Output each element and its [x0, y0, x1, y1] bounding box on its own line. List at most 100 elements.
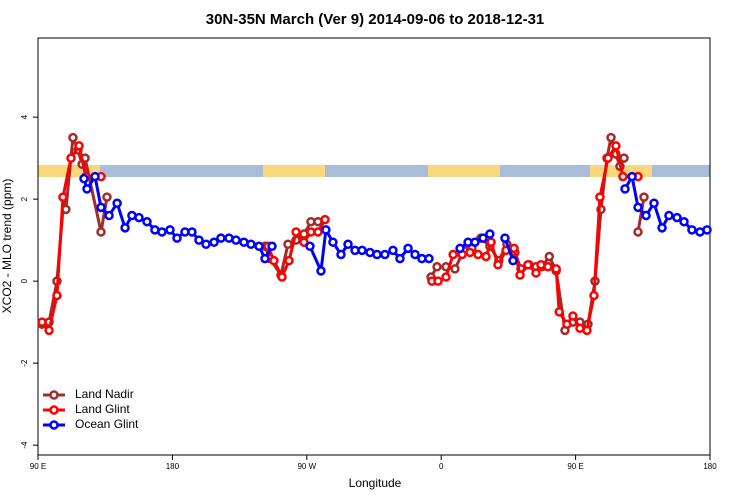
legend-label: Ocean Glint: [75, 417, 139, 431]
legend-marker: [49, 405, 59, 415]
y-tick-label: 2: [20, 196, 29, 201]
point: [657, 223, 667, 233]
point: [96, 202, 106, 213]
point: [254, 241, 264, 252]
point: [620, 184, 630, 194]
y-tick-label: -2: [20, 359, 29, 367]
land-band: [263, 165, 325, 177]
point: [633, 202, 643, 213]
point: [90, 171, 100, 182]
point: [380, 249, 390, 260]
point: [485, 229, 495, 239]
point: [299, 237, 309, 247]
point: [618, 171, 628, 182]
point: [336, 249, 346, 260]
y-tick-label: 4: [20, 114, 29, 119]
point: [246, 239, 256, 249]
point: [486, 237, 496, 247]
point: [611, 141, 621, 151]
ocean-band: [38, 165, 710, 177]
point: [74, 141, 84, 151]
x-axis-label: Longitude: [349, 476, 402, 490]
point: [372, 249, 382, 260]
point: [551, 264, 561, 274]
point: [672, 212, 682, 223]
point: [321, 225, 331, 235]
point: [589, 290, 599, 301]
point: [52, 290, 62, 301]
point: [649, 198, 659, 208]
point: [82, 184, 92, 194]
surface-band: [38, 165, 710, 177]
point: [702, 225, 712, 235]
point: [172, 233, 182, 243]
y-tick-label: 0: [20, 278, 29, 283]
point: [201, 239, 211, 249]
x-tick-label: 90 W: [297, 462, 316, 471]
point: [187, 227, 197, 237]
point: [313, 227, 323, 237]
legend-marker: [49, 390, 59, 400]
chart-title: 30N-35N March (Ver 9) 2014-09-06 to 2018…: [206, 11, 545, 28]
point: [465, 247, 475, 258]
point: [493, 259, 503, 270]
point: [633, 227, 643, 237]
x-tick-label: 0: [439, 462, 444, 471]
point: [96, 227, 106, 237]
point: [441, 272, 451, 282]
plot-frame: [37, 37, 711, 456]
point: [639, 192, 649, 202]
point: [500, 233, 510, 243]
point: [209, 237, 219, 247]
point: [291, 227, 301, 237]
point: [410, 249, 420, 260]
point: [424, 253, 434, 264]
point: [104, 210, 114, 221]
point: [478, 233, 488, 243]
point: [194, 235, 204, 245]
point: [44, 325, 54, 336]
point: [448, 249, 458, 260]
point: [515, 270, 525, 280]
x-tick-label: 180: [166, 462, 180, 471]
point: [582, 325, 592, 336]
point: [66, 153, 76, 163]
point: [395, 253, 405, 264]
point: [283, 239, 293, 249]
land-band: [428, 165, 500, 177]
legend-marker: [49, 420, 59, 430]
point: [68, 132, 78, 143]
point: [481, 251, 491, 262]
point: [562, 319, 572, 329]
point: [664, 210, 674, 221]
point: [554, 307, 564, 317]
point: [679, 216, 689, 227]
point: [544, 251, 555, 262]
point: [165, 225, 175, 235]
point: [260, 253, 270, 264]
point: [269, 255, 279, 266]
point: [277, 272, 287, 282]
point: [595, 192, 605, 202]
point: [619, 153, 629, 163]
point: [508, 255, 518, 266]
point: [388, 245, 398, 256]
point: [641, 210, 651, 221]
point: [432, 262, 442, 272]
point: [305, 241, 315, 252]
point: [568, 311, 578, 321]
point: [627, 171, 637, 182]
point: [112, 198, 122, 208]
point: [603, 153, 613, 163]
x-tick-label: 180: [703, 462, 717, 471]
point: [433, 276, 443, 286]
point: [523, 259, 533, 270]
point: [231, 235, 241, 245]
point: [316, 266, 326, 276]
point: [102, 192, 112, 202]
y-tick-label: -4: [20, 441, 29, 449]
point: [343, 239, 353, 249]
point: [58, 192, 68, 202]
